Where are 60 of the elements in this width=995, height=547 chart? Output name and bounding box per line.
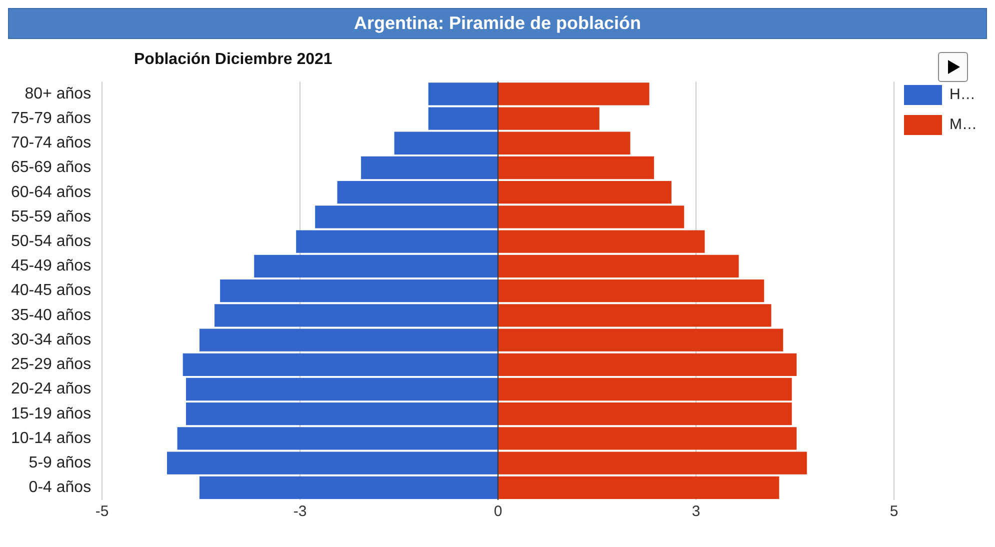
y-tick-label: 50-54 años bbox=[11, 232, 92, 250]
x-tick-label: 5 bbox=[890, 503, 898, 520]
y-tick-label: 20-24 años bbox=[11, 380, 92, 398]
y-tick-label: 25-29 años bbox=[11, 356, 92, 374]
bar bbox=[498, 452, 807, 474]
bar bbox=[254, 254, 498, 278]
y-tick-label: 80+ años bbox=[24, 85, 92, 102]
bar bbox=[498, 304, 772, 327]
bar bbox=[315, 206, 498, 228]
bar bbox=[296, 230, 498, 253]
y-tick-label: 30-34 años bbox=[11, 331, 92, 348]
y-tick-label: 40-45 años bbox=[11, 282, 92, 300]
y-tick-label: 15-19 años bbox=[11, 405, 92, 422]
chart-subtitle: Población Diciembre 2021 bbox=[134, 51, 334, 69]
chart-title: Argentina: Piramide de población bbox=[8, 8, 987, 39]
y-tick-label: 45-49 años bbox=[11, 258, 92, 275]
x-tick-label: 3 bbox=[692, 503, 700, 520]
bar bbox=[428, 82, 498, 106]
bar bbox=[498, 378, 792, 401]
bar bbox=[167, 452, 498, 474]
bar bbox=[498, 230, 705, 253]
x-tick-label: -5 bbox=[95, 503, 109, 520]
bar bbox=[498, 353, 797, 376]
bar bbox=[220, 279, 498, 302]
y-tick-label: 60-64 años bbox=[11, 184, 92, 201]
bar bbox=[498, 402, 792, 426]
bar bbox=[498, 427, 797, 450]
x-tick-label: -3 bbox=[293, 503, 307, 520]
legend-label: M… bbox=[950, 116, 978, 134]
y-tick-label: 65-69 años bbox=[11, 159, 92, 176]
bar bbox=[394, 132, 498, 154]
bar bbox=[498, 107, 600, 130]
bar bbox=[182, 353, 498, 376]
bar bbox=[498, 254, 739, 278]
bar bbox=[186, 378, 498, 401]
bar bbox=[199, 476, 498, 500]
y-tick-label: 70-74 años bbox=[11, 134, 92, 152]
y-tick-label: 10-14 años bbox=[11, 430, 92, 447]
y-tick-label: 35-40 años bbox=[11, 306, 92, 324]
y-tick-label: 0-4 años bbox=[28, 479, 92, 496]
bar bbox=[428, 107, 498, 130]
bar bbox=[498, 476, 780, 500]
bar bbox=[498, 132, 630, 154]
bar bbox=[498, 82, 650, 106]
bar bbox=[498, 181, 672, 204]
bar bbox=[177, 427, 498, 450]
bar bbox=[199, 328, 498, 352]
y-tick-label: 75-79 años bbox=[11, 110, 92, 127]
bar bbox=[498, 156, 654, 180]
y-tick-label: 5-9 años bbox=[28, 454, 92, 472]
bar bbox=[498, 328, 784, 352]
legend-label: H… bbox=[950, 86, 976, 104]
bar bbox=[361, 156, 498, 180]
bar bbox=[337, 181, 498, 204]
x-tick-label: 0 bbox=[494, 503, 502, 520]
y-tick-label: 55-59 años bbox=[11, 208, 92, 226]
bar bbox=[498, 206, 684, 228]
bar bbox=[214, 304, 498, 327]
bar bbox=[186, 402, 498, 426]
bar bbox=[498, 279, 764, 302]
